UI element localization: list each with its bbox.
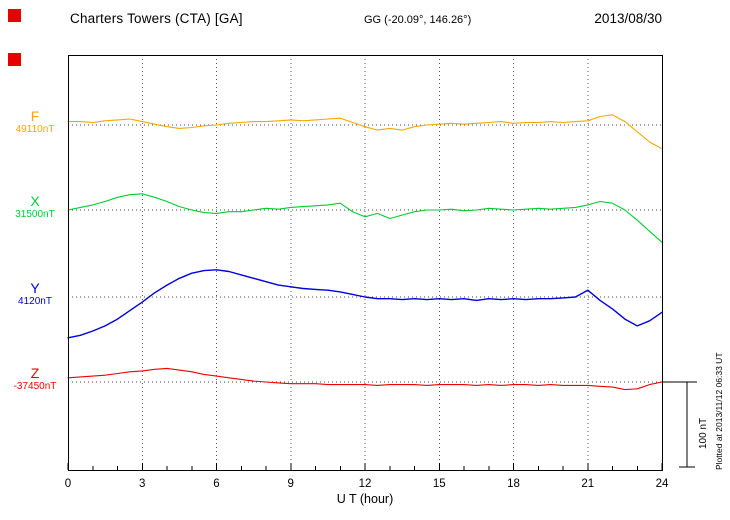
red-square-marker-top [8, 9, 21, 22]
x-tick-label-24: 24 [656, 478, 669, 490]
series-letter-X: X [30, 193, 40, 209]
trace-Z [67, 367, 663, 391]
series-label-Y: Y 4120nT [4, 280, 66, 308]
plot-date: 2013/08/30 [594, 11, 662, 26]
x-tick-label-9: 9 [288, 478, 294, 490]
trace-X [67, 193, 663, 243]
x-axis-title: U T (hour) [336, 492, 394, 506]
series-label-F: F 49110nT [4, 108, 66, 136]
plot-frame [68, 55, 663, 471]
series-letter-Y: Y [30, 280, 40, 296]
series-baseline-value-X: 31500nT [15, 209, 55, 221]
scale-bar-label: 100 nT [698, 417, 709, 449]
series-baseline-value-Z: -37450nT [13, 381, 57, 393]
plotted-at-note: Plotted at 2013/11/12 06:33 UT [714, 352, 724, 470]
x-tick-label-15: 15 [433, 478, 446, 490]
x-tick-label-6: 6 [213, 478, 219, 490]
series-letter-F: F [30, 108, 40, 124]
series-baseline-value-Y: 4120nT [18, 296, 52, 308]
x-tick-label-21: 21 [581, 478, 594, 490]
series-letter-Z: Z [30, 365, 40, 381]
geo-coordinates: GG (-20.09°, 146.26°) [364, 14, 472, 26]
x-tick-label-12: 12 [359, 478, 372, 490]
trace-F [67, 114, 663, 150]
station-title: Charters Towers (CTA) [GA] [70, 11, 243, 26]
x-tick-label-0: 0 [65, 478, 71, 490]
series-label-X: X 31500nT [4, 193, 66, 221]
trace-Y [67, 269, 663, 339]
x-tick-label-18: 18 [507, 478, 520, 490]
x-tick-label-3: 3 [139, 478, 145, 490]
series-baseline-value-F: 49110nT [15, 124, 55, 136]
series-label-Z: Z -37450nT [4, 365, 66, 393]
red-square-marker-plot [8, 53, 21, 66]
